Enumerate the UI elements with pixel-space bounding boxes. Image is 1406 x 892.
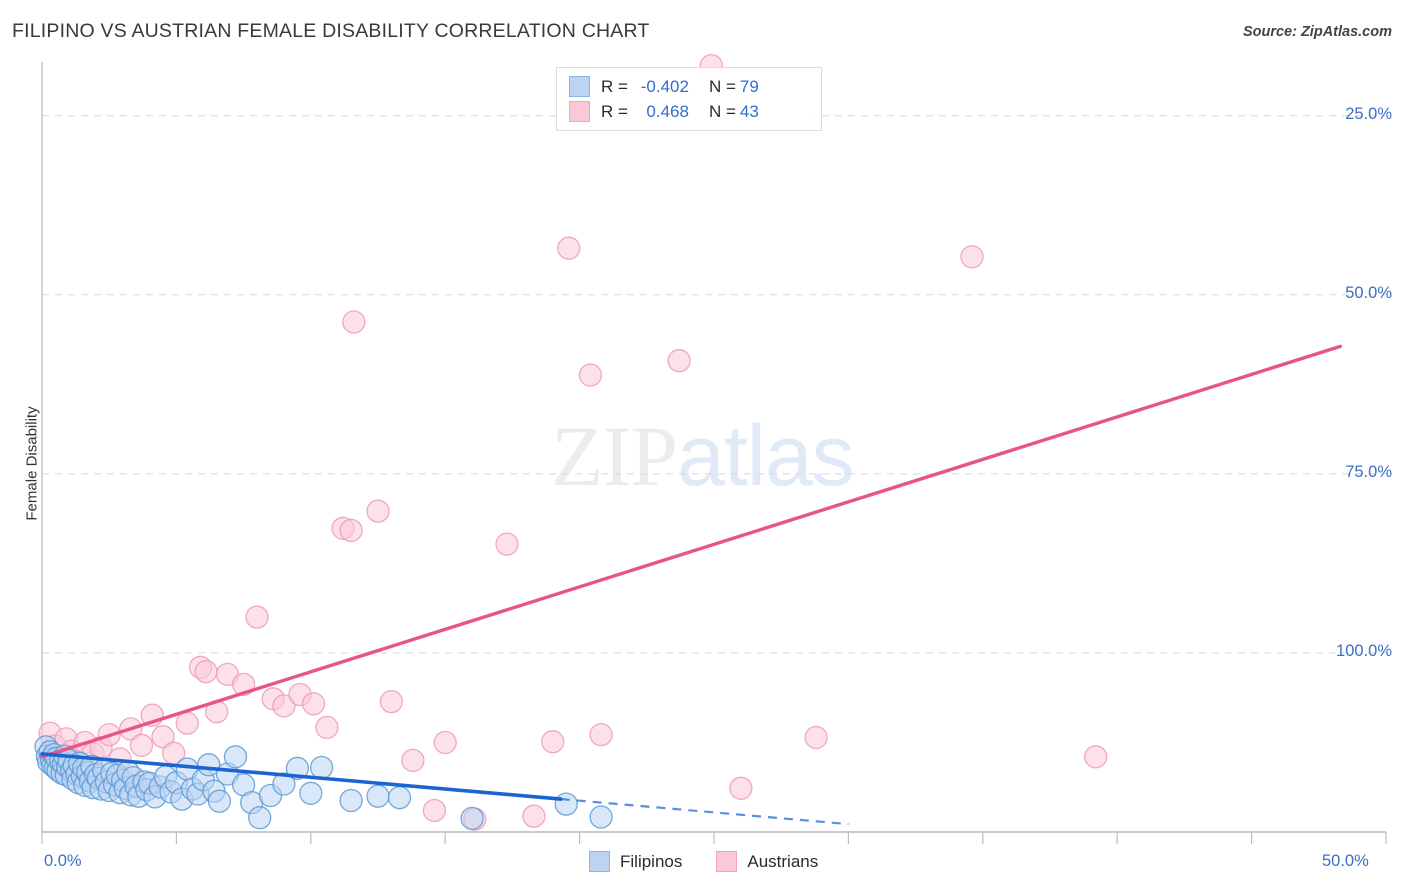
r-value-austrians: 0.468 [646,101,689,121]
data-point [589,805,613,829]
data-point [1084,745,1108,769]
data-point [960,245,984,269]
trendline-filipinos-extrapolated [560,797,849,826]
series-swatch-austrians [716,851,738,872]
r-label-filipinos: R = [601,76,628,96]
data-point [387,785,412,810]
data-point [207,789,232,813]
data-point [433,730,457,755]
data-point [729,776,753,800]
data-point [578,363,603,387]
series-label-austrians: Austrians [747,851,819,871]
series-swatch-filipinos [589,851,610,872]
stat-row-austrians: R = 0.468 N = 43 [569,99,811,124]
legend-swatch-filipinos [569,76,590,97]
n-label-filipinos: N = [708,76,736,96]
data-point [366,499,390,523]
data-point [339,518,363,543]
data-point [175,711,199,735]
n-value-filipinos: 79 [739,76,759,96]
source-attribution: Source: ZipAtlas.com [1242,24,1392,40]
data-point [589,722,613,747]
series-legend: Filipinos Austrians [589,851,842,872]
r-value-filipinos: -0.402 [640,76,689,96]
y-tick-label: 25.0% [1345,104,1392,123]
stat-row-filipinos: R = -0.402 N = 79 [569,74,811,99]
data-point [285,756,310,780]
data-point [194,659,218,684]
x-tick-label-max: 50.0% [1322,852,1369,870]
data-point [460,806,484,831]
data-point [129,733,154,757]
trendline-austrians [40,344,1343,759]
data-point [804,725,828,750]
data-point [554,792,578,816]
data-point [339,788,363,813]
data-point [301,692,326,716]
data-point [557,236,581,260]
data-point [315,715,339,740]
r-label-austrians: R = [601,101,628,121]
data-point [422,798,447,823]
data-point [379,689,404,714]
data-point [151,725,175,749]
correlation-stats-box: R = -0.402 N = 79 R = 0.468 N = 43 [556,67,822,131]
data-point [522,804,546,828]
data-point [248,806,272,830]
data-point [272,772,296,796]
data-point [366,784,390,808]
data-point [223,745,248,769]
data-point [299,781,323,805]
data-point [667,349,691,373]
series-label-filipinos: Filipinos [620,851,683,871]
data-point [541,730,565,754]
y-tick-label: 75.0% [1345,462,1392,481]
page-title: FILIPINO VS AUSTRIAN FEMALE DISABILITY C… [12,20,650,42]
data-point [401,748,425,773]
scatter-series-austrians [38,53,1108,831]
legend-swatch-austrians [569,101,590,122]
legend-item-austrians[interactable]: Austrians [716,851,818,872]
trendline-filipinos [40,752,563,801]
data-point [309,755,334,780]
x-tick-label-min: 0.0% [44,852,82,870]
y-tick-label: 100.0% [1336,641,1392,660]
y-tick-label: 50.0% [1345,283,1392,302]
data-point [272,694,296,718]
legend-item-filipinos[interactable]: Filipinos [589,851,682,872]
data-point [495,532,519,556]
data-point [342,310,366,334]
n-label-austrians: N = [708,101,736,121]
data-point [245,605,269,629]
n-value-austrians: 43 [739,101,759,121]
